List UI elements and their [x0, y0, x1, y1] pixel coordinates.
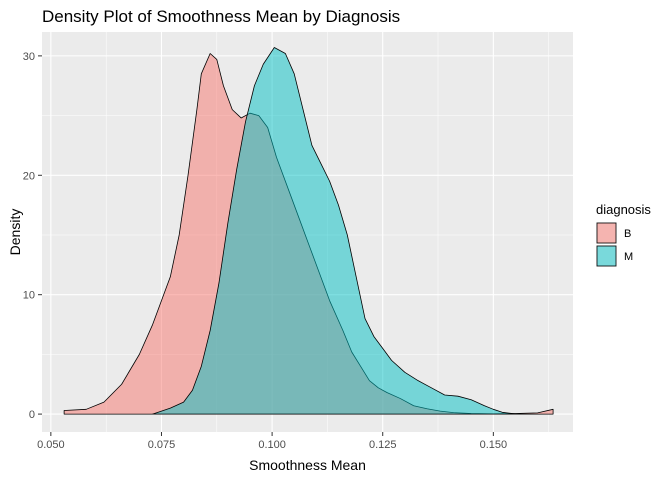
- density-area-m: [152, 47, 516, 415]
- x-axis: 0.050 0.075 0.100 0.125 0.150: [37, 432, 507, 451]
- density-areas: [63, 47, 554, 415]
- legend-title: diagnosis: [596, 202, 651, 217]
- legend-label: M: [624, 251, 633, 263]
- chart-title: Density Plot of Smoothness Mean by Diagn…: [42, 7, 400, 26]
- y-tick-label: 30: [23, 51, 35, 63]
- y-tick-label: 10: [23, 290, 35, 302]
- legend-label: B: [624, 228, 631, 240]
- x-tick-label: 0.125: [369, 439, 397, 451]
- legend-item-m: M: [596, 245, 633, 267]
- legend-key-swatch: [596, 245, 617, 267]
- y-axis-title: Density: [7, 209, 23, 256]
- legend-key-swatch: [596, 222, 617, 244]
- x-tick-label: 0.075: [148, 439, 176, 451]
- x-axis-title: Smoothness Mean: [249, 457, 366, 473]
- legend: diagnosis BM: [596, 202, 651, 267]
- x-tick-label: 0.150: [480, 439, 508, 451]
- legend-item-b: B: [596, 222, 631, 244]
- y-axis: 0 10 20 30: [23, 51, 42, 421]
- x-tick-label: 0.050: [37, 439, 65, 451]
- x-tick-label: 0.100: [258, 439, 286, 451]
- y-tick-label: 0: [29, 409, 35, 421]
- y-tick-label: 20: [23, 170, 35, 182]
